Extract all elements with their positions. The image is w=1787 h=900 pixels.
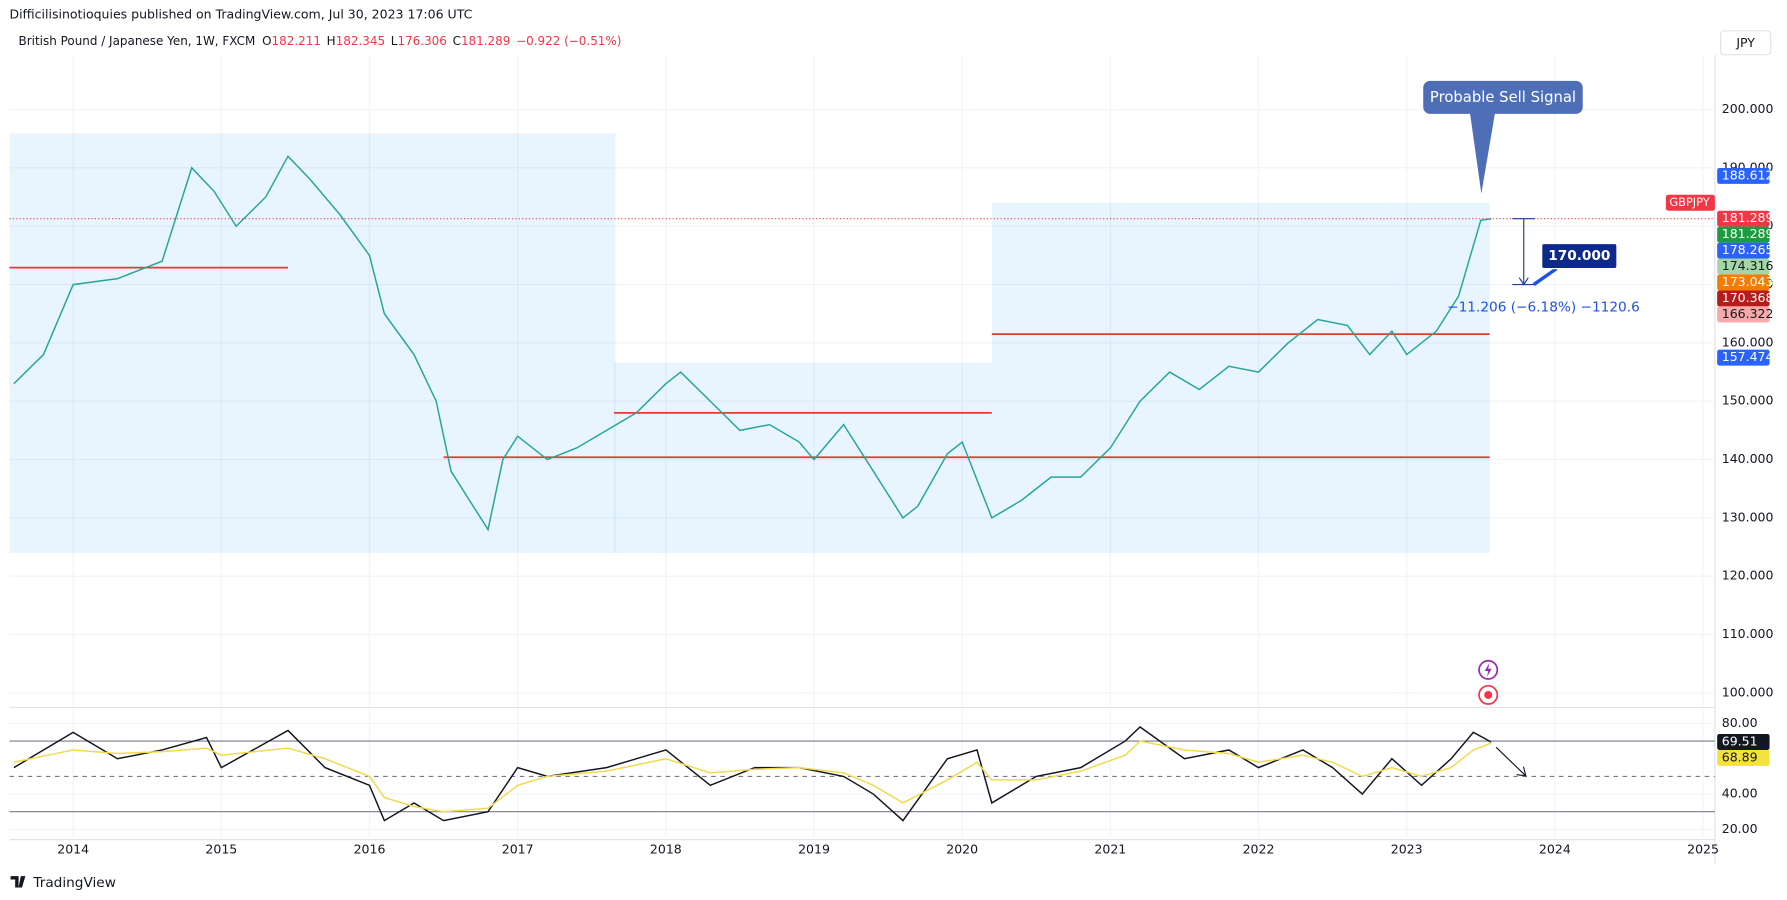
price-badge [1717,242,1770,259]
price-badge [1717,274,1770,291]
footer-logo: TradingView [10,875,116,891]
price-badge-label: 178.265 [1722,242,1774,257]
y-tick-label: 200.000 [1722,101,1774,116]
ohlc-letter: C [453,34,461,48]
price-badge [1717,306,1770,323]
y-tick-label: 110.000 [1722,626,1774,641]
price-badge-label: 157.474 [1722,349,1774,364]
price-badge [1717,167,1770,184]
price-badge [1717,749,1770,766]
x-tick-label: 2021 [1094,841,1126,856]
symbol-line: British Pound / Japanese Yen, 1W, FXCM O1… [19,34,622,48]
footer: TradingView [32,875,116,891]
y-tick-label: 120.000 [1722,568,1774,583]
ohlc-letter: O [262,34,271,48]
ohlc-value: 182.345 [336,34,385,48]
price-badge [1717,226,1770,243]
target-label: 170.000 [1548,248,1610,264]
ohlc-letter: L [391,34,398,48]
ohlc-letter: H [327,34,336,48]
y-tick-label: 130.000 [1722,509,1774,524]
series-line [13,154,1492,532]
x-tick-label: 2023 [1391,841,1423,856]
rsi-arrow [1495,746,1527,777]
x-tick-label: 2017 [502,841,534,856]
y-tick-label: 140.000 [1722,451,1774,466]
publisher: Difficilisinotioquies published on Tradi… [9,6,472,21]
measure-label: −11.206 (−6.18%) −1120.6 [1447,299,1640,315]
price-badge [1717,210,1770,227]
price-badge-label: 69.51 [1722,733,1758,748]
x-tick-label: 2018 [650,841,682,856]
symbol-tag-label: GBPJPY [1669,195,1709,209]
price-badge-label: 181.289 [1722,226,1774,241]
ohlc-value: 176.306 [397,34,446,48]
price-badge-label: 174.316 [1722,258,1774,273]
price-badge-label: 173.043 [1722,274,1774,289]
price-badge [1717,733,1770,750]
price-badge [1717,290,1770,307]
y-tick-label: 20.00 [1722,821,1758,836]
y-tick-label: 150.000 [1722,393,1774,408]
x-tick-label: 2016 [354,841,386,856]
currency-button[interactable]: JPY [1720,30,1772,56]
callout-pointer [1469,112,1496,194]
x-tick-label: 2025 [1687,841,1719,856]
price-badge [1717,258,1770,275]
x-tick-label: 2015 [205,841,237,856]
symbol: British Pound / Japanese Yen, 1W, FXCM [19,34,256,48]
callout-box [1423,80,1583,114]
arrow-line [1495,746,1527,777]
range-zone [991,202,1490,553]
price-badge [1717,349,1770,366]
y-tick-label: 100.000 [1722,684,1774,699]
price-badge-label: 181.289 [1722,210,1774,225]
x-tick-label: 2014 [57,841,89,856]
range-zone [9,133,616,553]
x-tick-label: 2024 [1539,841,1571,856]
measure-arrow [1518,277,1529,286]
price-badge-label: 68.89 [1722,749,1758,764]
record-dot [1484,690,1493,699]
x-tick-label: 2019 [798,841,830,856]
price-badge-label: 166.322 [1722,306,1774,321]
main-pane: 2014 2015 2016 2017 2018 2019 2020 2021 2022 2023… [9,54,1774,856]
alert-icons [1478,659,1499,705]
y-tick-label: 40.00 [1722,786,1758,801]
lightning [1484,663,1492,677]
y-tick-label: 160.000 [1722,334,1774,349]
logo [10,876,26,888]
x-tick-label: 2022 [1243,841,1275,856]
series-line [13,740,1492,813]
arrow-head [1516,766,1527,777]
ohlc-value: 182.211 [272,34,321,48]
target-connector [1532,267,1558,286]
callout-text: Probable Sell Signal [1430,89,1576,106]
ohlc-value: 181.289 [461,34,510,48]
change: −0.922 (−0.51%) [516,34,621,48]
symbol-tag [1665,194,1715,211]
currency-box[interactable] [1720,30,1772,56]
target-box [1541,242,1618,270]
y-tick-label: 80.00 [1722,715,1758,730]
x-tick-label: 2020 [946,841,978,856]
price-badge-label: 188.612 [1722,167,1774,182]
price-badge-label: 170.368 [1722,290,1774,305]
currency[interactable]: JPY [1735,35,1755,50]
